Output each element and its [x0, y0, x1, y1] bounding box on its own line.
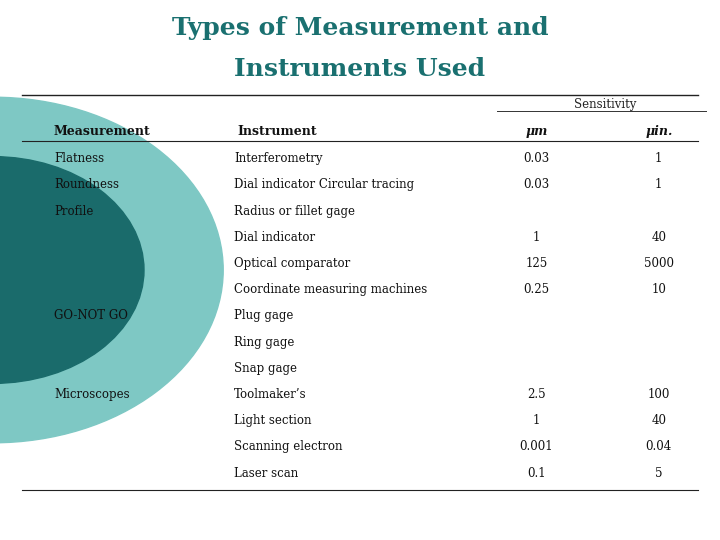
Text: 0.1: 0.1: [527, 467, 546, 480]
Circle shape: [0, 97, 223, 443]
Text: Coordinate measuring machines: Coordinate measuring machines: [234, 283, 427, 296]
Text: Sensitivity: Sensitivity: [574, 98, 636, 111]
Text: 1: 1: [655, 178, 662, 192]
Text: Snap gage: Snap gage: [234, 362, 297, 375]
Text: 40: 40: [652, 414, 666, 427]
Text: Light section: Light section: [234, 414, 312, 427]
Text: 5: 5: [655, 467, 662, 480]
Text: 0.001: 0.001: [520, 441, 553, 454]
Text: Profile: Profile: [54, 205, 94, 218]
Text: 0.03: 0.03: [523, 152, 549, 165]
Text: Measurement: Measurement: [54, 125, 150, 138]
Text: Instruments Used: Instruments Used: [235, 57, 485, 80]
Text: 1: 1: [533, 414, 540, 427]
Text: Dial indicator Circular tracing: Dial indicator Circular tracing: [234, 178, 414, 192]
Text: 0.25: 0.25: [523, 283, 549, 296]
Text: Plug gage: Plug gage: [234, 309, 293, 322]
Text: Roundness: Roundness: [54, 178, 119, 192]
Text: μin.: μin.: [645, 125, 672, 138]
Text: Interferometry: Interferometry: [234, 152, 323, 165]
Text: GO-NOT GO: GO-NOT GO: [54, 309, 128, 322]
Text: 2.5: 2.5: [527, 388, 546, 401]
Text: μm: μm: [525, 125, 548, 138]
Text: 0.03: 0.03: [523, 178, 549, 192]
Text: Radius or fillet gage: Radius or fillet gage: [234, 205, 355, 218]
Text: Scanning electron: Scanning electron: [234, 441, 343, 454]
Text: 100: 100: [647, 388, 670, 401]
Text: Flatness: Flatness: [54, 152, 104, 165]
Text: Types of Measurement and: Types of Measurement and: [171, 16, 549, 40]
Text: Dial indicator: Dial indicator: [234, 231, 315, 244]
Text: Instrument: Instrument: [238, 125, 317, 138]
Text: Ring gage: Ring gage: [234, 336, 294, 349]
Text: 0.04: 0.04: [646, 441, 672, 454]
Text: 5000: 5000: [644, 257, 674, 270]
Text: Microscopes: Microscopes: [54, 388, 130, 401]
Text: 40: 40: [652, 231, 666, 244]
Text: 10: 10: [652, 283, 666, 296]
Text: Toolmaker’s: Toolmaker’s: [234, 388, 307, 401]
Text: 1: 1: [533, 231, 540, 244]
Text: 125: 125: [526, 257, 547, 270]
Text: Laser scan: Laser scan: [234, 467, 298, 480]
Text: Optical comparator: Optical comparator: [234, 257, 350, 270]
Text: 1: 1: [655, 152, 662, 165]
Circle shape: [0, 157, 144, 383]
